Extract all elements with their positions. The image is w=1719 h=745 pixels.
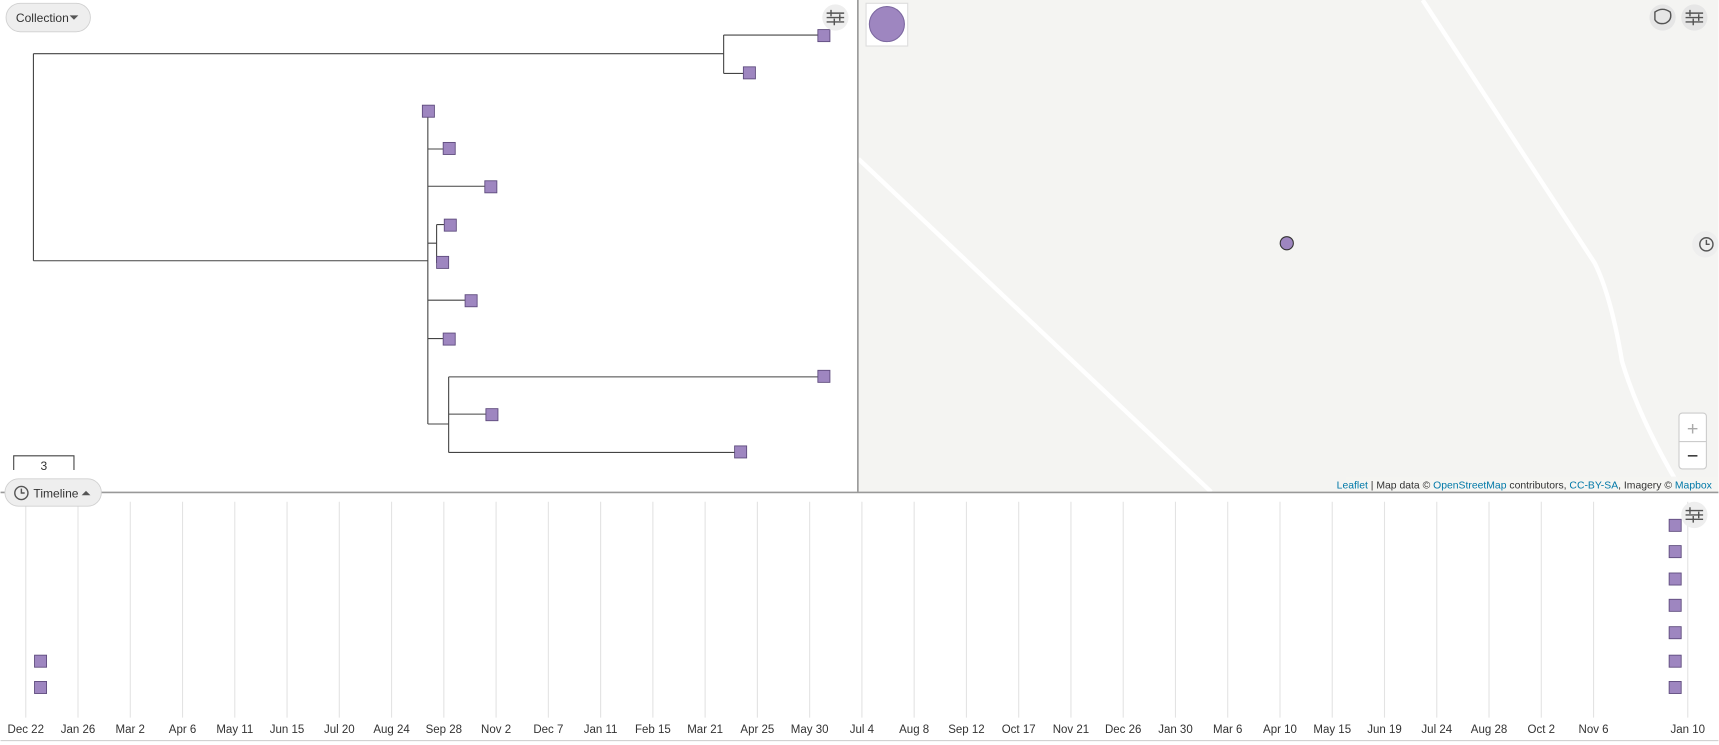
leaf[interactable] (464, 294, 478, 308)
timeline-tick-label: Aug 24 (373, 724, 410, 736)
timeline-tick-label: Jan 26 (61, 724, 96, 736)
timeline-tick-label: Nov 21 (1053, 724, 1089, 736)
scale-label: 3 (40, 459, 47, 473)
timeline-tick-label: Apr 6 (169, 724, 197, 736)
leaf[interactable] (442, 332, 456, 346)
timeline-tick-label: Jun 19 (1367, 724, 1402, 736)
scale-bar: 3 (13, 455, 75, 473)
timeline-mark[interactable] (1668, 626, 1682, 640)
tree-settings-button[interactable] (822, 4, 849, 31)
timeline-tick-label: May 11 (216, 724, 253, 736)
timeline-tick-label: Sep 28 (426, 724, 462, 736)
timeline-tick-label: Nov 6 (1579, 724, 1609, 736)
timeline-tick-label: Jan 30 (1158, 724, 1193, 736)
zoom-out[interactable]: − (1687, 445, 1699, 467)
timeline-tick-label: Jul 20 (324, 724, 355, 736)
timeline-tick-label: Jul 24 (1421, 724, 1452, 736)
timeline-tick-label: Dec 26 (1105, 724, 1141, 736)
timeline-tick-label: Sep 12 (948, 724, 984, 736)
timeline-tick-label: Apr 25 (740, 724, 774, 736)
link[interactable]: Mapbox (1675, 481, 1713, 492)
link[interactable]: Leaflet (1337, 481, 1368, 492)
zoom-in[interactable]: + (1687, 418, 1699, 440)
attribution-bg (1345, 476, 1719, 492)
leaf[interactable] (742, 66, 756, 80)
timeline-tick-label: Oct 2 (1528, 724, 1555, 736)
leaf[interactable] (421, 104, 435, 118)
tree-branches (32, 34, 824, 454)
map-legend (865, 2, 909, 47)
leaf[interactable] (484, 180, 498, 194)
timeline-tick-label: Aug 8 (899, 724, 929, 736)
timeline-settings-button[interactable] (1681, 501, 1708, 529)
text: contributors, (1506, 481, 1569, 492)
timeline-tick-label: Dec 22 (8, 724, 44, 736)
timeline-mark[interactable] (1668, 572, 1682, 586)
road (856, 157, 1213, 494)
timeline-tick-label: Dec 7 (533, 724, 563, 736)
timeline-tick-label: Apr 10 (1263, 724, 1297, 736)
timeline-mark[interactable] (1668, 654, 1682, 668)
timeline-mark[interactable] (1668, 681, 1682, 694)
link[interactable]: OpenStreetMap (1433, 481, 1507, 492)
timeline-tick-label: Jun 15 (270, 724, 305, 736)
text: , Imagery © (1618, 481, 1675, 492)
timeline-mark[interactable] (1668, 545, 1682, 559)
history-button[interactable] (1692, 231, 1719, 258)
timeline-tick-label: May 15 (1313, 724, 1351, 736)
timeline-mark[interactable] (34, 681, 48, 694)
collection-button[interactable]: Collection (5, 2, 91, 33)
attribution: Leaflet | Map data © OpenStreetMap contr… (1337, 481, 1713, 492)
timeline-label: Timeline (33, 486, 78, 500)
road (1420, 0, 1679, 484)
timeline-button[interactable]: Timeline (4, 478, 102, 507)
map-settings-button[interactable] (1681, 4, 1708, 31)
timeline-tick-label: Mar 6 (1213, 724, 1242, 736)
zoom-control: + − (1678, 412, 1707, 470)
leaf[interactable] (734, 445, 748, 459)
timeline-tick-label: Nov 2 (481, 724, 511, 736)
leaf[interactable] (817, 369, 831, 383)
leaf[interactable] (442, 141, 456, 155)
timeline-tick-label: Mar 21 (687, 724, 723, 736)
timeline-tick-label: Aug 28 (1471, 724, 1507, 736)
timeline-mark[interactable] (34, 654, 48, 668)
tree-panel (0, 0, 858, 492)
timeline-tick-label: May 30 (791, 724, 829, 736)
map-marker[interactable] (1279, 236, 1294, 251)
timeline-tick-label: Jul 4 (850, 724, 875, 736)
timeline-tick-label: Jan 10 (1670, 724, 1705, 736)
collection-label: Collection (16, 11, 69, 25)
timeline-tick-label: Jan 11 (584, 724, 618, 736)
timeline-tick-label: Mar 2 (116, 724, 145, 736)
timeline-mark[interactable] (1668, 518, 1682, 532)
link[interactable]: CC-BY-SA (1569, 481, 1618, 492)
timeline-tick-label: Feb 15 (635, 724, 671, 736)
timeline-marks (34, 518, 1682, 694)
leaf[interactable] (485, 408, 499, 422)
timeline-grid: Dec 22 Jan 26 Mar 2 Apr 6 May 11 Jun 15 Jul 20… (8, 501, 1705, 736)
timeline-tick-label: Oct 17 (1002, 724, 1036, 736)
timeline-mark[interactable] (1668, 598, 1682, 612)
tree (32, 29, 831, 459)
leaf[interactable] (443, 218, 457, 232)
leaf[interactable] (817, 29, 831, 43)
leaf[interactable] (436, 255, 450, 269)
lasso-button[interactable] (1649, 4, 1676, 31)
text: | Map data © (1368, 481, 1433, 492)
tree-leaves (421, 29, 831, 459)
